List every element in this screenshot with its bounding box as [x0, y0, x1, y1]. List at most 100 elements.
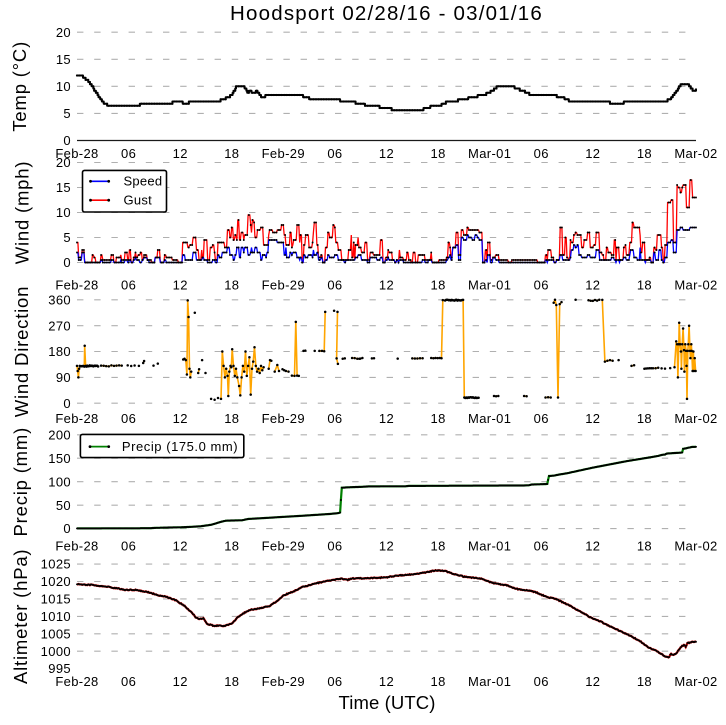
svg-text:200: 200: [48, 427, 71, 442]
svg-text:Gust: Gust: [124, 192, 153, 207]
svg-text:18: 18: [637, 411, 652, 426]
svg-text:15: 15: [56, 52, 71, 67]
svg-text:06: 06: [121, 539, 136, 554]
svg-text:Mar-02: Mar-02: [674, 146, 717, 161]
svg-text:12: 12: [585, 674, 600, 689]
svg-text:12: 12: [379, 539, 394, 554]
svg-text:0: 0: [63, 521, 71, 536]
svg-text:06: 06: [534, 674, 549, 689]
svg-text:12: 12: [173, 411, 188, 426]
svg-text:06: 06: [121, 278, 136, 293]
svg-text:06: 06: [534, 278, 549, 293]
svg-text:18: 18: [431, 674, 446, 689]
svg-text:Precip (mm): Precip (mm): [10, 427, 31, 537]
svg-text:Mar-01: Mar-01: [468, 539, 511, 554]
svg-text:Feb-28: Feb-28: [55, 411, 98, 426]
svg-text:360: 360: [48, 292, 71, 307]
svg-text:18: 18: [224, 674, 239, 689]
svg-text:995: 995: [48, 661, 71, 676]
svg-text:Precip (175.0 mm): Precip (175.0 mm): [122, 439, 238, 454]
svg-text:1015: 1015: [41, 592, 71, 607]
svg-text:Feb-29: Feb-29: [262, 674, 305, 689]
svg-text:Mar-02: Mar-02: [674, 411, 717, 426]
svg-text:12: 12: [379, 146, 394, 161]
svg-text:10: 10: [56, 79, 71, 94]
svg-text:18: 18: [637, 278, 652, 293]
svg-text:18: 18: [224, 539, 239, 554]
svg-text:18: 18: [224, 146, 239, 161]
svg-text:1020: 1020: [41, 574, 71, 589]
svg-text:12: 12: [379, 278, 394, 293]
svg-text:1010: 1010: [41, 609, 71, 624]
svg-text:06: 06: [534, 146, 549, 161]
svg-text:12: 12: [379, 674, 394, 689]
svg-text:12: 12: [585, 411, 600, 426]
svg-text:18: 18: [431, 411, 446, 426]
svg-text:06: 06: [121, 674, 136, 689]
svg-text:Feb-29: Feb-29: [262, 411, 305, 426]
svg-text:20: 20: [56, 25, 71, 40]
svg-text:Mar-01: Mar-01: [468, 278, 511, 293]
svg-text:Hoodsport 02/28/16 - 03/01/16: Hoodsport 02/28/16 - 03/01/16: [230, 2, 543, 25]
svg-text:18: 18: [431, 146, 446, 161]
svg-text:06: 06: [121, 146, 136, 161]
svg-text:06: 06: [121, 411, 136, 426]
svg-text:Feb-28: Feb-28: [55, 146, 98, 161]
svg-text:50: 50: [56, 498, 71, 513]
svg-text:0: 0: [63, 396, 71, 411]
svg-text:5: 5: [63, 106, 71, 121]
svg-text:18: 18: [637, 674, 652, 689]
svg-text:0: 0: [63, 255, 71, 270]
svg-text:150: 150: [48, 451, 71, 466]
svg-text:Wind Direction: Wind Direction: [11, 286, 32, 418]
svg-text:Feb-28: Feb-28: [55, 674, 98, 689]
svg-text:Feb-28: Feb-28: [55, 539, 98, 554]
svg-text:15: 15: [56, 180, 71, 195]
svg-text:Altimeter (hPa): Altimeter (hPa): [10, 549, 31, 684]
svg-text:12: 12: [585, 278, 600, 293]
svg-text:18: 18: [431, 278, 446, 293]
svg-text:12: 12: [173, 278, 188, 293]
svg-text:06: 06: [327, 411, 342, 426]
svg-text:Mar-01: Mar-01: [468, 674, 511, 689]
svg-text:5: 5: [63, 230, 71, 245]
svg-text:06: 06: [327, 539, 342, 554]
svg-text:Wind (mph): Wind (mph): [12, 161, 33, 265]
svg-text:20: 20: [56, 155, 71, 170]
svg-text:06: 06: [534, 539, 549, 554]
svg-text:Temp (°C): Temp (°C): [9, 41, 30, 132]
svg-text:0: 0: [63, 133, 71, 148]
svg-text:270: 270: [48, 318, 71, 333]
svg-text:Mar-02: Mar-02: [674, 278, 717, 293]
svg-text:10: 10: [56, 205, 71, 220]
svg-text:Feb-29: Feb-29: [262, 278, 305, 293]
svg-text:Mar-02: Mar-02: [674, 674, 717, 689]
svg-text:Feb-28: Feb-28: [55, 278, 98, 293]
svg-text:Feb-29: Feb-29: [262, 146, 305, 161]
svg-text:18: 18: [224, 411, 239, 426]
svg-text:Mar-01: Mar-01: [468, 411, 511, 426]
svg-text:18: 18: [431, 539, 446, 554]
svg-text:06: 06: [327, 278, 342, 293]
svg-text:1000: 1000: [41, 644, 71, 659]
svg-text:90: 90: [56, 370, 71, 385]
svg-text:18: 18: [637, 539, 652, 554]
svg-text:Time (UTC): Time (UTC): [339, 692, 436, 713]
svg-text:06: 06: [327, 146, 342, 161]
svg-text:Feb-29: Feb-29: [262, 539, 305, 554]
svg-text:12: 12: [173, 146, 188, 161]
svg-text:18: 18: [637, 146, 652, 161]
svg-text:Speed: Speed: [124, 173, 163, 188]
svg-text:06: 06: [327, 674, 342, 689]
svg-text:180: 180: [48, 344, 71, 359]
svg-text:18: 18: [224, 278, 239, 293]
svg-text:1025: 1025: [41, 557, 71, 572]
svg-text:100: 100: [48, 474, 71, 489]
svg-text:12: 12: [173, 539, 188, 554]
svg-text:1005: 1005: [41, 626, 71, 641]
svg-text:12: 12: [585, 539, 600, 554]
svg-text:06: 06: [534, 411, 549, 426]
svg-text:Mar-01: Mar-01: [468, 146, 511, 161]
svg-text:12: 12: [379, 411, 394, 426]
svg-text:12: 12: [585, 146, 600, 161]
